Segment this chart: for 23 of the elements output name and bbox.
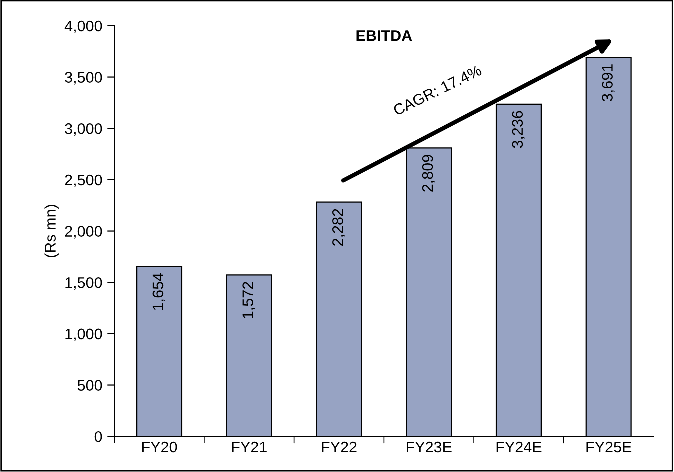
y-axis-title: (Rs mn): [44, 205, 59, 258]
x-tick-label: FY21: [232, 442, 267, 453]
y-tick-label: 0: [94, 431, 102, 442]
y-tick-label: 1,000: [66, 328, 102, 342]
data-label: 1,654: [152, 273, 166, 310]
x-tick-label: FY20: [142, 442, 178, 453]
data-label: 2,282: [332, 209, 346, 246]
y-tick-label: 3,500: [65, 72, 102, 85]
y-tick-label: 4,000: [64, 20, 102, 34]
y-tick-label: 2,000: [65, 226, 102, 239]
data-label: 1,572: [242, 282, 256, 318]
y-tick-label: 500: [78, 380, 102, 391]
x-tick-label: FY24E: [496, 442, 542, 453]
data-label: 3,236: [512, 111, 525, 148]
y-tick-label: 1,500: [66, 277, 102, 290]
x-tick-label: FY22: [322, 442, 357, 453]
chart-title: EBITDA: [356, 30, 412, 42]
y-tick-label: 2,500: [65, 174, 102, 188]
y-tick-label: 3,000: [65, 123, 102, 136]
x-tick-label: FY25E: [586, 442, 632, 453]
data-label: 2,809: [422, 155, 436, 192]
x-tick-label: FY23E: [407, 442, 452, 453]
data-label: 3,691: [602, 64, 615, 102]
